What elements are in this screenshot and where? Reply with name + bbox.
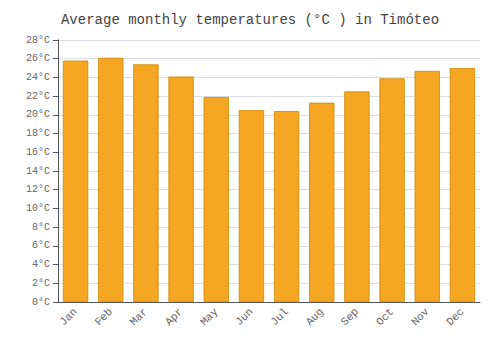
svg-text:20°C: 20°C bbox=[26, 109, 50, 120]
svg-text:12°C: 12°C bbox=[26, 184, 50, 195]
svg-text:Oct: Oct bbox=[374, 306, 396, 328]
svg-text:0°C: 0°C bbox=[32, 297, 50, 308]
svg-text:Feb: Feb bbox=[93, 306, 115, 328]
svg-text:18°C: 18°C bbox=[26, 128, 50, 139]
svg-text:26°C: 26°C bbox=[26, 53, 50, 64]
svg-text:4°C: 4°C bbox=[32, 259, 50, 270]
svg-text:14°C: 14°C bbox=[26, 166, 50, 177]
svg-text:Mar: Mar bbox=[128, 306, 150, 328]
svg-text:22°C: 22°C bbox=[26, 91, 50, 102]
svg-text:May: May bbox=[198, 305, 221, 328]
svg-text:Jan: Jan bbox=[57, 306, 79, 328]
svg-text:Average monthly temperatures (: Average monthly temperatures (°C ) in Ti… bbox=[61, 12, 439, 28]
svg-text:Apr: Apr bbox=[163, 306, 185, 328]
svg-text:Jul: Jul bbox=[268, 306, 290, 328]
svg-text:8°C: 8°C bbox=[32, 222, 50, 233]
svg-text:16°C: 16°C bbox=[26, 147, 50, 158]
svg-text:Aug: Aug bbox=[304, 306, 326, 328]
svg-text:Jun: Jun bbox=[233, 306, 255, 328]
svg-text:Nov: Nov bbox=[409, 305, 432, 328]
svg-text:2°C: 2°C bbox=[32, 278, 50, 289]
svg-text:28°C: 28°C bbox=[26, 35, 50, 46]
svg-text:24°C: 24°C bbox=[26, 72, 50, 83]
svg-text:Dec: Dec bbox=[444, 306, 466, 328]
svg-text:10°C: 10°C bbox=[26, 203, 50, 214]
svg-text:Sep: Sep bbox=[339, 306, 361, 328]
svg-text:6°C: 6°C bbox=[32, 240, 50, 251]
